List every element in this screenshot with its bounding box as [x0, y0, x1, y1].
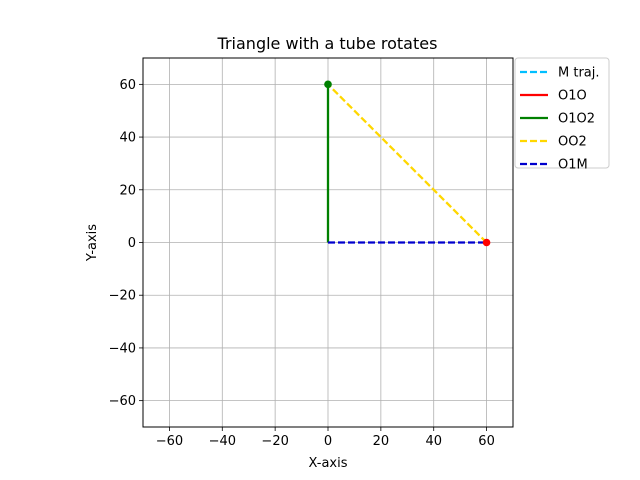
- x-tick-label: −60: [156, 434, 183, 449]
- x-tick-label: 40: [425, 434, 442, 449]
- plot-data: [324, 80, 491, 247]
- y-tick-label: 60: [119, 78, 136, 93]
- y-axis-label: Y-axis: [85, 224, 100, 262]
- x-axis-label: X-axis: [309, 456, 348, 471]
- marker-point-o: [482, 238, 491, 247]
- legend-label: O1O: [558, 89, 587, 104]
- x-tick-label: −20: [261, 434, 288, 449]
- legend-label: O1O2: [558, 112, 595, 127]
- legend: M traj. O1O O1O2 OO2 O1M: [514, 57, 610, 173]
- y-tick-label: −40: [109, 341, 136, 356]
- series-line-oo2: [327, 83, 488, 244]
- x-tick-label: 0: [324, 434, 332, 449]
- legend-label: M traj.: [558, 66, 600, 81]
- y-tick-label: 0: [128, 236, 136, 251]
- legend-label: O1M: [558, 158, 588, 173]
- x-tick-label: −40: [209, 434, 236, 449]
- chart-title: Triangle with a tube rotates: [217, 34, 438, 53]
- legend-frame: [514, 57, 610, 169]
- y-tick-label: −20: [109, 289, 136, 304]
- y-tick-label: −60: [109, 394, 136, 409]
- y-tick-label: 20: [119, 183, 136, 198]
- x-tick-label: 20: [373, 434, 390, 449]
- marker-point-o2: [324, 80, 332, 89]
- y-tick-label: 40: [119, 131, 136, 146]
- ticks: −60 −40 −20 0 20 40 60 −60 −40 −20 0 20 40 60: [109, 78, 495, 449]
- x-tick-label: 60: [478, 434, 495, 449]
- legend-label: OO2: [558, 135, 587, 150]
